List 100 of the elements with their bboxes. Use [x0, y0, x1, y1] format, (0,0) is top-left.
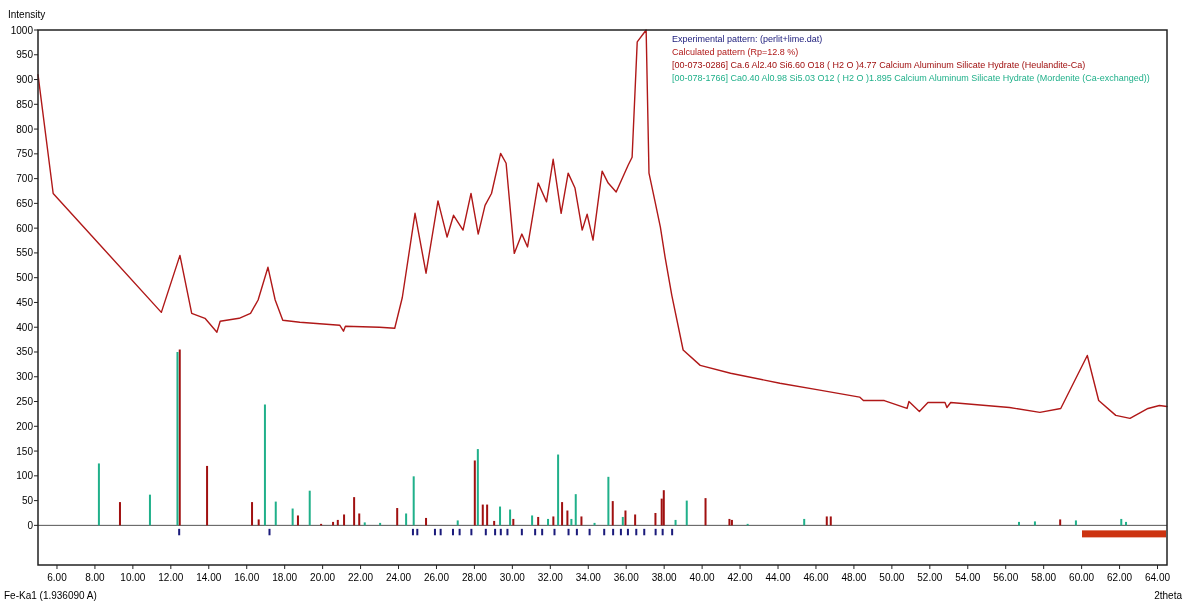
bar: [654, 528, 657, 536]
bar: [308, 490, 311, 526]
y-tick-label: 200: [16, 420, 34, 432]
x-tick-label: 16.00: [234, 572, 260, 583]
x-tick-label: 22.00: [348, 572, 374, 583]
bar: [358, 513, 361, 526]
y-tick-label: 900: [16, 74, 34, 86]
text: [00-078-1766] Ca0.40 Al0.98 Si5.03 O12 ( H2 O )1.895 Calcium Aluminum Silicate Hydrate (Mordenite (Ca-exchanged)): [672, 73, 1150, 83]
y-tick-label: 650: [16, 197, 34, 209]
bar: [509, 509, 512, 526]
x-tick-label: 14.00: [196, 572, 222, 583]
x-tick-label: 24.00: [386, 572, 412, 583]
y-tick-label: 1000: [10, 24, 34, 36]
bar: [619, 528, 622, 536]
y-tick-label: 950: [16, 49, 34, 61]
bar: [118, 502, 121, 526]
bar: [624, 510, 627, 526]
bar: [607, 476, 610, 526]
bar: [512, 518, 515, 526]
text: Fe-Ka1 (1.936090 A): [4, 590, 97, 601]
bar: [580, 516, 583, 526]
bar: [1033, 521, 1036, 526]
y-tick-label: 700: [16, 173, 34, 185]
y-tick-label: 150: [16, 445, 34, 457]
x-tick-label: 36.00: [613, 572, 640, 583]
x-tick-label: 50.00: [879, 572, 905, 583]
y-tick-label: 850: [16, 98, 34, 110]
bar: [425, 517, 428, 526]
bar: [506, 528, 509, 536]
bar: [486, 504, 489, 526]
x-tick-label: 60.00: [1069, 572, 1095, 583]
line-series: [37, 29, 1168, 420]
bar: [456, 520, 459, 526]
x-tick-label: 44.00: [765, 572, 791, 583]
x-tick-label: 58.00: [1031, 572, 1057, 583]
bar: [674, 519, 677, 526]
bar: [567, 528, 570, 536]
bar: [557, 454, 560, 526]
bar: [451, 528, 454, 536]
bar: [654, 512, 657, 526]
bar: [296, 515, 299, 526]
x-tick-label: 30.00: [499, 572, 526, 583]
x-tick-label: 20.00: [310, 572, 336, 583]
bar: [685, 500, 688, 526]
y-tick-label: 350: [16, 346, 34, 358]
bar: [566, 510, 569, 526]
text: Experimental pattern: (perlit+lime.dat): [672, 34, 823, 44]
bar: [363, 522, 366, 526]
x-axis-title: 2theta: [1154, 590, 1183, 601]
bar: [635, 528, 638, 536]
bar: [473, 460, 476, 526]
y-tick-label: 800: [16, 123, 34, 135]
bar: [499, 528, 502, 536]
bar: [611, 501, 614, 526]
bar: [439, 528, 442, 536]
x-tick-label: 62.00: [1107, 572, 1133, 583]
x-tick-label: 42.00: [727, 572, 754, 583]
bar: [671, 528, 674, 536]
bar: [574, 494, 577, 526]
bar: [257, 519, 260, 526]
bar: [97, 463, 100, 526]
bar: [148, 494, 151, 526]
bar: [561, 502, 564, 526]
y-tick-label: 100: [16, 470, 34, 482]
bar: [626, 528, 629, 536]
bar: [411, 528, 414, 536]
bar: [251, 502, 254, 526]
bar: [643, 528, 646, 536]
bar: [263, 404, 266, 526]
bar: [1074, 520, 1077, 526]
bar: [206, 465, 209, 526]
bar: [499, 506, 502, 526]
bar: [825, 516, 828, 526]
y-tick-label: 50: [21, 495, 34, 507]
y-tick-label: 450: [16, 296, 34, 308]
bar: [433, 528, 436, 536]
x-tick-label: 32.00: [537, 572, 564, 583]
bar: [662, 490, 665, 526]
bar: [537, 516, 540, 526]
bar: [470, 528, 473, 536]
bar: [178, 528, 181, 536]
x-tick-label: 48.00: [841, 572, 867, 583]
text: Calculated pattern (Rp=12.8 %): [672, 47, 799, 57]
bar: [481, 504, 484, 526]
x-tick-label: 54.00: [955, 572, 981, 583]
bar: [274, 501, 277, 526]
bar: [268, 528, 271, 536]
bar: [353, 497, 356, 526]
bar: [634, 514, 637, 526]
y-tick-label: 300: [16, 371, 34, 383]
bar: [484, 528, 487, 536]
bar: [458, 528, 461, 536]
bar: [704, 498, 707, 526]
bar: [553, 528, 556, 536]
bar: [531, 515, 534, 526]
x-tick-label: 18.00: [272, 572, 298, 583]
bar: [829, 516, 832, 526]
bar: [405, 513, 408, 526]
x-tick-label: 38.00: [651, 572, 678, 583]
bar: [343, 514, 346, 526]
